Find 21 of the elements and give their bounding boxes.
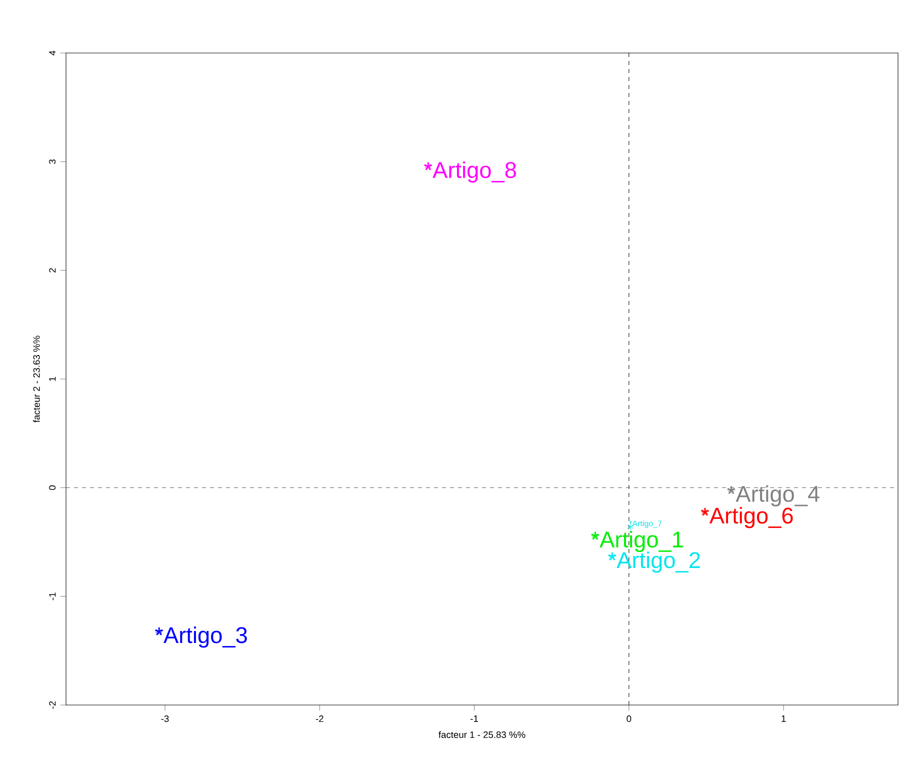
- y-tick-label: 1: [49, 376, 56, 381]
- x-axis-title: facteur 1 - 25.83 %%: [438, 731, 526, 738]
- y-tick-label: -1: [49, 592, 56, 600]
- series-label: *Artigo_4: [727, 485, 820, 506]
- x-tick-label: -2: [316, 715, 324, 722]
- series-label: *Artigo_1: [591, 530, 683, 552]
- y-tick-label: 0: [49, 485, 56, 490]
- x-tick-label: -1: [470, 715, 478, 722]
- y-axis-title: facteur 2 - 23.63 %%: [32, 336, 40, 422]
- series-label: *Artigo_7: [629, 520, 662, 528]
- y-tick-label: -2: [49, 701, 56, 709]
- y-tick-label: 4: [49, 50, 56, 56]
- series-label: *Artigo_3: [155, 626, 247, 648]
- x-tick-label: -3: [161, 715, 169, 722]
- y-tick-label: 2: [49, 268, 56, 272]
- series-label: *Artigo_6: [700, 507, 793, 528]
- x-tick-label: 0: [626, 715, 632, 722]
- y-tick-label: 3: [49, 160, 56, 164]
- x-tick-label: 1: [782, 715, 786, 722]
- series-label: *Artigo_2: [608, 552, 700, 573]
- series-label: *Artigo_8: [424, 161, 516, 183]
